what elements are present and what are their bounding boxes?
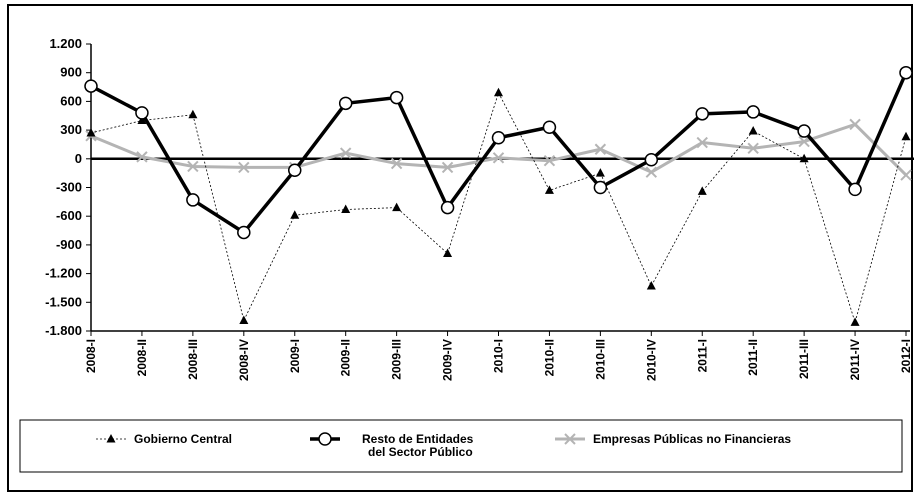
y-tick-label: -1.200 — [45, 266, 82, 281]
chart-frame — [7, 4, 913, 492]
series-0-point — [494, 87, 503, 97]
series-1-point — [797, 124, 811, 138]
series-2-point — [136, 151, 148, 163]
series-2-point — [900, 169, 912, 181]
series-1-point — [135, 106, 149, 120]
series-2-point — [849, 118, 861, 131]
series-0-point — [86, 127, 96, 137]
y-tick-label: 0 — [75, 151, 82, 166]
x-tick-label: 2011-III — [797, 339, 811, 379]
x-tick-label: 2011-I — [695, 339, 709, 372]
series-1-point — [848, 182, 862, 197]
series-0-point — [901, 131, 911, 141]
series-1-point — [186, 193, 200, 207]
x-tick-label: 2010-III — [593, 339, 607, 380]
x-tick-label: 2009-III — [390, 339, 404, 380]
x-tick-label: 2009-II — [339, 339, 353, 376]
y-tick-label: 900 — [60, 65, 82, 80]
series-0-point — [290, 210, 300, 219]
series-0-point — [595, 168, 605, 177]
series-2-point — [492, 152, 505, 164]
series-2-point — [747, 142, 759, 154]
series-1-point — [746, 105, 760, 119]
series-2-point — [339, 147, 352, 159]
series-line-0 — [90, 91, 907, 324]
legend-label-1: del Sector Público — [368, 445, 473, 459]
series-1-point — [593, 180, 608, 195]
series-0-point — [799, 153, 809, 163]
series-0-point — [748, 126, 758, 135]
legend-label-2: Empresas Públicas no Financieras — [593, 432, 791, 446]
legend-marker-1 — [318, 432, 332, 446]
series-1-point — [899, 65, 913, 80]
series-2-point — [645, 166, 658, 178]
series-2-point — [798, 135, 810, 148]
series-0-point — [392, 202, 402, 212]
series-0-point — [646, 281, 656, 290]
legend-box — [19, 419, 903, 473]
y-tick-label: 600 — [60, 93, 82, 108]
x-tick-label: 2009-IV — [441, 339, 455, 381]
series-1-point — [389, 90, 404, 105]
series-0-point — [188, 109, 198, 119]
series-2-point — [696, 136, 708, 149]
series-2-point — [390, 157, 403, 170]
series-0-point — [239, 315, 249, 324]
y-tick-label: -1.800 — [45, 323, 82, 338]
y-tick-label: -300 — [56, 180, 82, 195]
series-1-point — [644, 153, 659, 167]
series-2-point — [238, 161, 250, 174]
series-2-point — [441, 161, 454, 174]
series-1-point — [695, 107, 709, 121]
series-1-point — [491, 131, 506, 145]
x-tick-label: 2010-II — [542, 339, 556, 376]
x-tick-label: 2011-IV — [848, 339, 862, 380]
series-1-point — [542, 120, 557, 134]
series-1-point — [440, 200, 455, 215]
series-line-1 — [90, 72, 908, 235]
x-tick-label: 2008-III — [186, 339, 200, 380]
y-tick-label: -1.500 — [45, 294, 82, 309]
series-2-point — [187, 160, 199, 173]
y-tick-label: 300 — [60, 122, 82, 137]
y-tick-label: -600 — [56, 208, 82, 223]
series-0-point — [443, 248, 453, 258]
x-tick-label: 2010-IV — [644, 339, 658, 381]
legend-label-1: Resto de Entidades — [362, 432, 474, 446]
series-1-point — [288, 163, 302, 178]
x-tick-label: 2011-II — [746, 339, 760, 376]
x-tick-label: 2008-I — [84, 339, 98, 373]
series-0-point — [544, 185, 554, 194]
legend-marker-2 — [564, 433, 576, 445]
x-tick-label: 2009-I — [288, 339, 302, 373]
x-tick-label: 2012-I — [899, 339, 913, 373]
series-1-point — [84, 79, 98, 93]
x-tick-label: 2010-I — [492, 339, 506, 373]
legend-label-0: Gobierno Central — [134, 432, 232, 446]
x-tick-label: 2008-IV — [237, 339, 251, 381]
x-tick-label: 2008-II — [135, 339, 149, 376]
y-tick-label: -900 — [56, 237, 82, 252]
series-0-point — [850, 317, 860, 326]
y-tick-label: 1.200 — [49, 36, 82, 51]
series-1-point — [237, 225, 251, 240]
series-0-point — [697, 186, 707, 195]
legend-marker-0 — [106, 434, 116, 443]
series-2-point — [543, 155, 556, 167]
series-2-point — [594, 143, 607, 155]
series-0-point — [341, 204, 351, 214]
series-0-point — [137, 115, 147, 125]
series-1-point — [338, 96, 353, 111]
